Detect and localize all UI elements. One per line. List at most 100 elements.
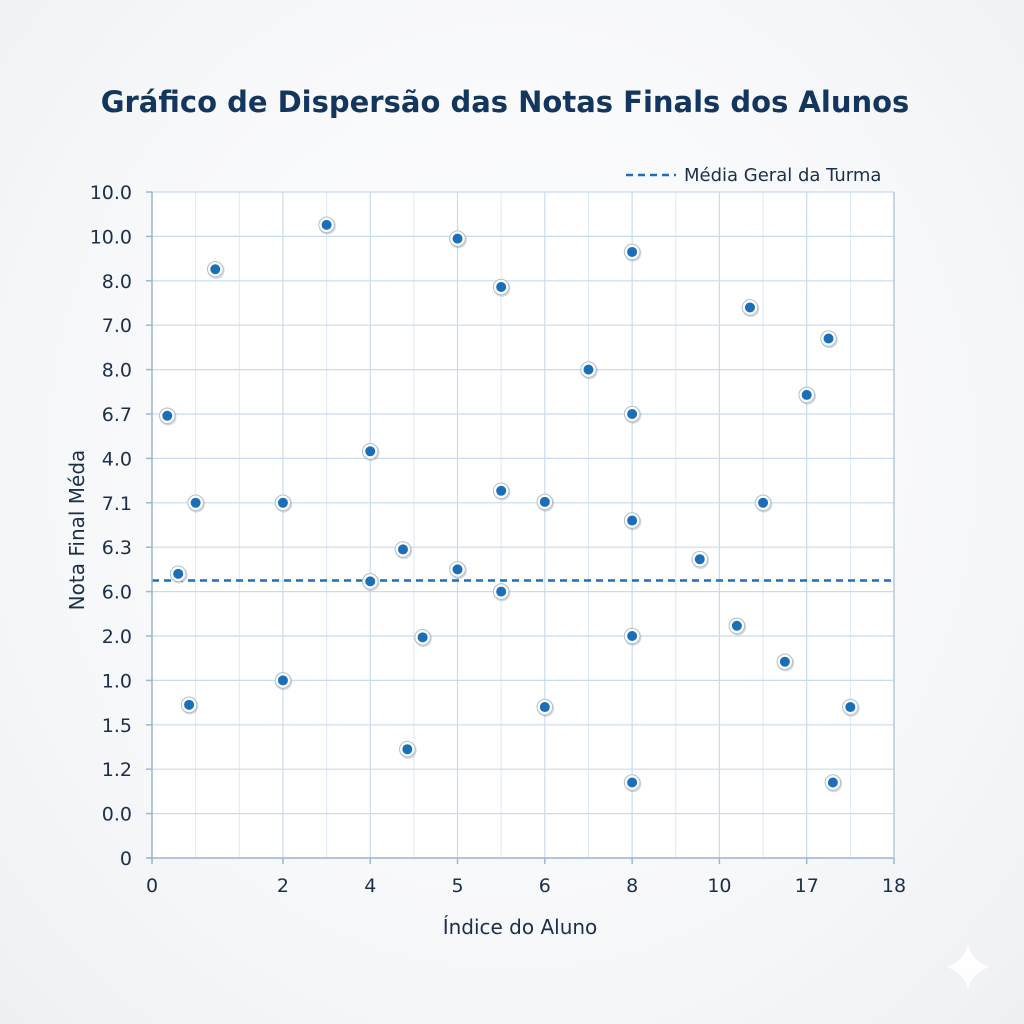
y-axis-label: Nota Final Méda	[65, 450, 89, 611]
data-point-marker	[452, 233, 463, 244]
data-point-marker	[417, 632, 428, 643]
y-tick-label: 2.0	[102, 626, 132, 648]
y-tick-label: 10.0	[90, 182, 132, 204]
data-point-marker	[496, 282, 507, 293]
data-point-marker	[627, 777, 638, 788]
data-point	[741, 299, 760, 318]
y-tick-label: 10.0	[90, 226, 132, 248]
x-tick-label: 6	[539, 875, 551, 897]
x-tick-label: 2	[277, 875, 289, 897]
data-point-marker	[277, 675, 288, 686]
y-tick-label: 7.1	[102, 493, 132, 515]
data-point-marker	[397, 544, 408, 555]
chart-title: Gráfico de Dispersão das Notas Finals do…	[101, 85, 910, 119]
data-point-marker	[801, 389, 812, 400]
data-point	[623, 627, 642, 646]
data-point	[180, 696, 199, 715]
data-point	[361, 442, 380, 461]
data-point-marker	[539, 702, 550, 713]
data-point	[824, 774, 843, 793]
data-point-marker	[758, 497, 769, 508]
data-point	[691, 550, 710, 569]
sparkle-icon	[946, 944, 990, 990]
data-point	[187, 494, 205, 513]
data-point-marker	[402, 744, 413, 755]
y-tick-label: 1.2	[102, 759, 132, 781]
data-point-marker	[210, 264, 221, 275]
y-tick-label: 0.0	[102, 804, 132, 826]
legend-label: Média Geral da Turma	[684, 165, 881, 186]
data-point-marker	[190, 497, 201, 508]
tick-labels: 0 2 4 5 6 8 10 17 18 0 0.0 1.2 1.5 1.0 2.0 6.0 6.3 7.1 4.0…	[90, 182, 906, 897]
data-point	[776, 653, 795, 672]
y-tick-label: 4.0	[102, 448, 132, 470]
data-point-marker	[162, 410, 173, 421]
data-point	[206, 260, 225, 279]
data-point-marker	[694, 554, 705, 565]
data-point-marker	[845, 702, 856, 713]
data-point-marker	[496, 586, 507, 597]
data-point	[623, 774, 642, 793]
y-tick-label: 6.3	[102, 537, 132, 559]
data-point-marker	[321, 219, 332, 230]
data-point-marker	[627, 515, 638, 526]
data-point	[449, 561, 467, 580]
data-point-marker	[823, 333, 834, 344]
y-tick-label: 7.0	[102, 315, 132, 337]
data-point-marker	[779, 656, 790, 667]
data-point	[820, 330, 838, 349]
data-point	[492, 278, 511, 297]
plot-area	[152, 192, 894, 858]
data-point	[754, 494, 773, 513]
data-point	[728, 617, 747, 636]
data-point	[492, 583, 511, 602]
data-point-marker	[827, 777, 838, 788]
data-point-marker	[627, 631, 638, 641]
x-tick-label: 18	[882, 875, 906, 897]
y-tick-label: 6.0	[102, 582, 132, 604]
data-point	[158, 407, 177, 426]
data-point	[414, 629, 432, 648]
data-point-marker	[184, 699, 195, 710]
data-point	[394, 541, 413, 560]
data-point	[623, 405, 642, 424]
data-point-marker	[496, 485, 507, 496]
data-point	[623, 243, 642, 262]
data-points	[158, 216, 860, 793]
data-point	[536, 493, 555, 512]
x-tick-label: 8	[626, 875, 638, 897]
data-point-marker	[277, 497, 288, 508]
x-tick-label: 4	[364, 875, 376, 897]
x-tick-label: 17	[795, 875, 819, 897]
data-point-marker	[583, 364, 594, 375]
y-tick-label: 0	[120, 848, 132, 870]
data-point-marker	[627, 409, 638, 419]
data-point-marker	[627, 246, 638, 257]
data-point	[798, 386, 817, 405]
data-point	[492, 482, 511, 501]
data-point	[274, 672, 293, 691]
data-point-marker	[365, 576, 376, 587]
data-point-marker	[365, 446, 376, 457]
x-tick-label: 0	[146, 875, 158, 897]
data-point	[449, 230, 467, 249]
data-point	[536, 698, 555, 717]
y-tick-label: 8.0	[102, 271, 132, 293]
legend: Média Geral da Turma	[626, 165, 881, 186]
y-tick-label: 1.0	[102, 670, 132, 692]
data-point-marker	[744, 302, 755, 313]
data-point-marker	[539, 496, 550, 507]
y-tick-label: 1.5	[102, 715, 132, 737]
data-point	[361, 573, 380, 592]
data-point	[169, 565, 188, 584]
x-axis-label: Índice do Aluno	[443, 915, 598, 939]
data-point	[318, 216, 336, 235]
y-tick-label: 6.7	[102, 404, 132, 426]
data-point	[623, 512, 642, 531]
data-point	[274, 494, 293, 513]
data-point-marker	[173, 568, 184, 579]
y-tick-label: 8.0	[102, 360, 132, 382]
x-tick-label: 10	[707, 875, 731, 897]
data-point	[842, 698, 860, 717]
